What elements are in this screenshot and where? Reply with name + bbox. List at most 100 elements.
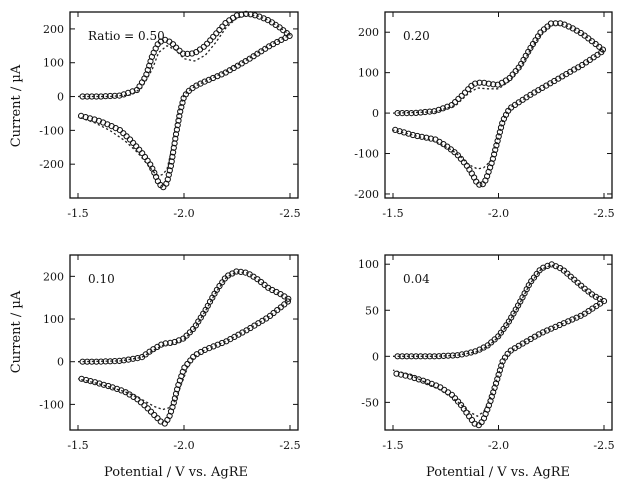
data-point [172, 135, 179, 142]
y-tick-label: 100 [43, 57, 64, 70]
panel-ratio-label: 0.04 [403, 272, 430, 286]
data-point [490, 81, 497, 88]
experimental-points [393, 261, 608, 429]
data-point [200, 43, 207, 50]
data-point [455, 398, 462, 405]
data-point [465, 86, 472, 93]
data-point [458, 92, 465, 99]
data-point [176, 47, 183, 54]
cv-panel-1: -200 -100 0 100 200 -1.5 -2.0 -2.5 Ratio = 0.50 [39, 10, 301, 220]
data-point [233, 12, 240, 19]
data-point [171, 140, 178, 147]
data-point [176, 113, 183, 120]
data-point [157, 418, 164, 425]
y-tick-label: 100 [358, 258, 379, 271]
data-point [567, 273, 574, 280]
data-point [485, 80, 492, 87]
data-point [170, 149, 177, 156]
data-point [432, 136, 439, 143]
y-tick-label: 0 [57, 356, 64, 369]
simulated-cv-curve [77, 14, 292, 177]
data-point [184, 50, 191, 58]
data-point [452, 99, 459, 106]
data-point [466, 413, 473, 420]
data-point [185, 87, 192, 95]
data-point [444, 389, 452, 396]
data-point [120, 130, 127, 137]
y-axis-label-top: Current / µA [9, 64, 24, 147]
data-point [479, 181, 486, 188]
data-point [427, 135, 434, 142]
x-tick-label: -2.5 [279, 207, 300, 220]
data-point [162, 340, 169, 347]
simulated-cv-curve [392, 264, 606, 417]
data-point [557, 20, 564, 27]
data-point [475, 422, 482, 429]
data-point [173, 44, 180, 51]
x-tick-label: -1.5 [382, 207, 403, 220]
y-tick-label: 200 [358, 26, 379, 39]
data-point [213, 30, 220, 37]
data-point [109, 384, 116, 391]
data-point [392, 126, 399, 133]
y-axis-label-bottom: Current / µA [9, 290, 24, 373]
x-axis-label-right: Potential / V vs. AgRE [426, 465, 570, 480]
data-point [188, 50, 196, 57]
x-tick-label: -2.0 [173, 439, 194, 452]
data-point [491, 336, 498, 343]
x-tick-label: -1.5 [67, 439, 88, 452]
data-point [133, 143, 140, 150]
data-point [144, 66, 151, 74]
y-tick-label: 200 [43, 270, 64, 283]
data-point [207, 37, 214, 44]
data-point [151, 411, 158, 419]
data-point [130, 139, 137, 146]
cv-panel-2: -200 -100 0 100 200 -1.5 -2.0 -2.5 0.20 [354, 11, 615, 220]
data-point [476, 181, 483, 188]
cv-panel-3: -100 0 100 200 -1.5 -2.0 -2.5 0.10 [39, 254, 301, 452]
data-point [544, 262, 551, 269]
data-point [574, 279, 581, 286]
data-point [183, 332, 190, 339]
y-tick-label: 100 [358, 67, 379, 80]
data-point [393, 370, 400, 377]
y-tick-label: -200 [39, 158, 64, 171]
data-point [137, 399, 144, 406]
data-point [467, 349, 474, 356]
data-point [406, 373, 414, 380]
data-point [461, 89, 469, 96]
data-point [180, 50, 187, 57]
data-point [175, 117, 182, 124]
x-axis-label-left: Potential / V vs. AgRE [104, 465, 248, 480]
data-point [222, 20, 229, 27]
data-point [238, 11, 245, 18]
y-tick-label: -100 [354, 148, 379, 161]
data-point [172, 131, 180, 138]
data-point [166, 167, 173, 174]
data-point [167, 339, 174, 346]
data-point [457, 155, 464, 162]
x-tick-label: -1.5 [382, 439, 403, 452]
x-tick-label: -2.5 [279, 439, 300, 452]
data-point [397, 371, 405, 378]
data-point [560, 267, 568, 274]
y-tick-label: 0 [57, 91, 64, 104]
data-point [87, 378, 94, 385]
data-point [216, 282, 223, 290]
x-tick-label: -2.0 [173, 207, 194, 220]
data-point [451, 395, 459, 402]
data-point [154, 415, 161, 422]
data-point [163, 180, 170, 187]
y-tick-label: 100 [43, 313, 64, 326]
data-point [488, 339, 495, 346]
experimental-points [392, 20, 607, 188]
data-point [463, 162, 470, 169]
panel-ratio-label: Ratio = 0.50 [88, 29, 165, 43]
data-point [139, 150, 146, 157]
data-point [481, 79, 488, 86]
data-point [147, 408, 155, 415]
data-point [123, 133, 130, 140]
data-point [502, 77, 509, 84]
data-point [552, 20, 559, 27]
simulated-cv-curve [77, 271, 292, 411]
